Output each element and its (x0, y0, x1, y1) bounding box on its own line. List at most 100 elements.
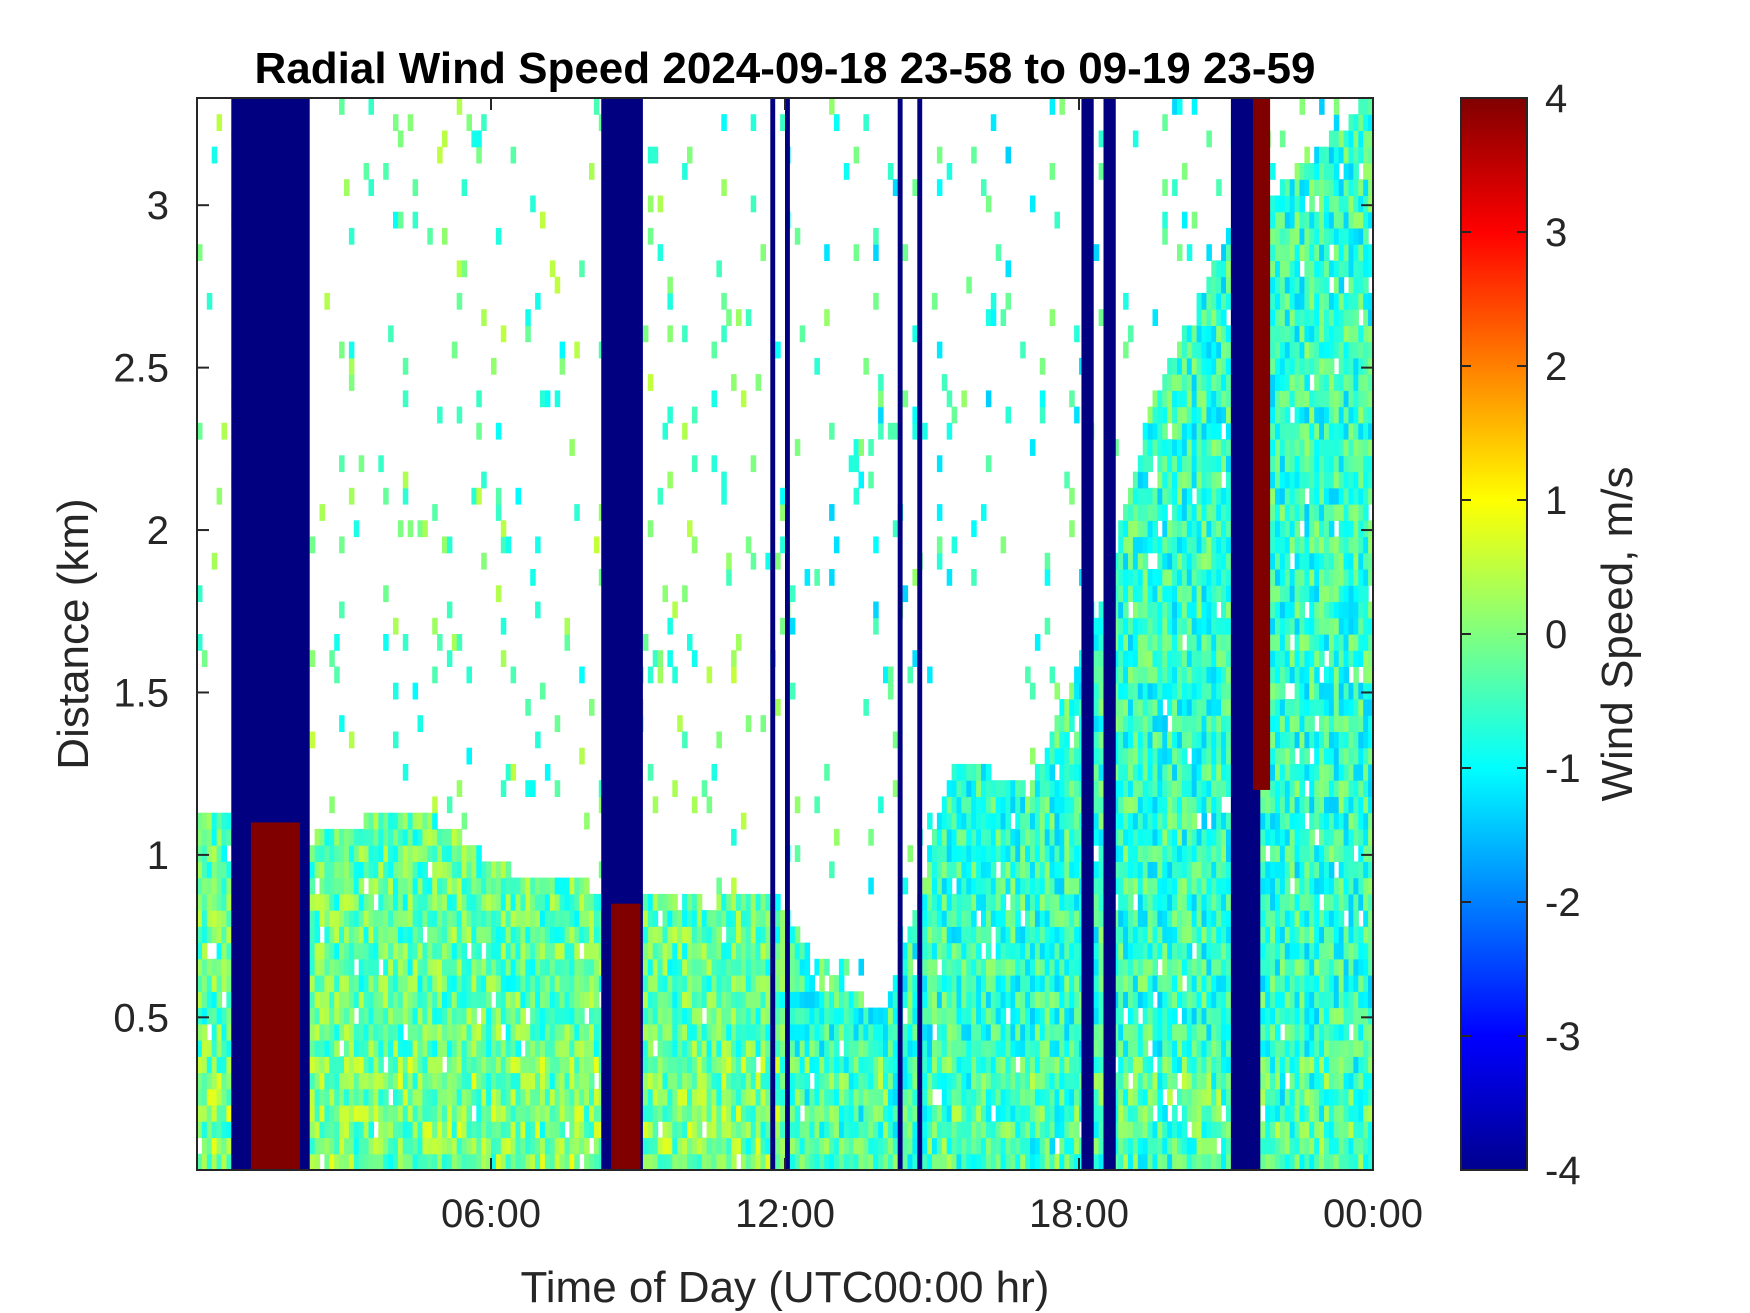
heatmap-cell (1201, 975, 1207, 992)
heatmap-cell (358, 1105, 365, 1122)
heatmap-cell (1167, 1088, 1173, 1106)
heatmap-cell (956, 926, 962, 944)
heatmap-cell (922, 958, 928, 976)
heatmap-cell (1069, 893, 1075, 911)
heatmap-cell (1181, 422, 1188, 440)
heatmap-cell (1020, 812, 1026, 830)
heatmap-cell (1162, 211, 1168, 229)
heatmap-cell (1098, 812, 1105, 830)
heatmap-cell (1128, 504, 1134, 521)
heatmap-cell (814, 569, 820, 586)
heatmap-cell (1177, 747, 1183, 765)
heatmap-cell (1201, 958, 1207, 976)
heatmap-cell (476, 910, 482, 927)
heatmap-cell (887, 422, 894, 440)
heatmap-cell (397, 893, 404, 911)
heatmap-cell (574, 1121, 580, 1139)
heatmap-cell (1039, 926, 1046, 944)
heatmap-cell (1181, 1153, 1188, 1170)
heatmap-cell (378, 910, 384, 927)
heatmap-cell (687, 975, 693, 992)
heatmap-cell (1137, 975, 1144, 992)
heatmap-cell (481, 1072, 487, 1090)
heatmap-cell (706, 1121, 713, 1139)
heatmap-cell (491, 1088, 497, 1106)
heatmap-cell (750, 1105, 757, 1122)
heatmap-cell (1132, 536, 1139, 554)
heatmap-cell (1172, 1040, 1178, 1057)
heatmap-cell (407, 893, 414, 911)
heatmap-cell (780, 1023, 786, 1041)
heatmap-cell (838, 991, 845, 1009)
heatmap-cell (1201, 552, 1207, 570)
heatmap-cell (1142, 617, 1149, 635)
heatmap-cell (834, 1007, 840, 1025)
heatmap-cell (1098, 1137, 1105, 1155)
heatmap-cell (544, 1072, 551, 1090)
heatmap-cell (687, 1137, 693, 1155)
heatmap-cell (652, 1121, 659, 1139)
heatmap-cell (780, 1056, 786, 1074)
heatmap-cell (334, 828, 340, 846)
heatmap-cell (647, 926, 654, 944)
heatmap-cell (1054, 731, 1060, 749)
heatmap-cell (1186, 942, 1193, 960)
heatmap-cell (329, 1072, 335, 1090)
heatmap-cell (701, 1072, 708, 1090)
heatmap-cell (471, 1007, 477, 1025)
heatmap-cell (740, 390, 747, 408)
heatmap-cell (667, 276, 673, 294)
heatmap-cell (1201, 357, 1207, 375)
heatmap-cell (1167, 861, 1173, 879)
heatmap-cell (216, 877, 223, 895)
heatmap-cell (750, 1088, 757, 1106)
heatmap-cell (432, 828, 438, 846)
heatmap-cell (373, 812, 379, 830)
heatmap-cell (711, 763, 717, 781)
heatmap-cell (446, 601, 453, 619)
heatmap-cell (966, 893, 972, 911)
heatmap-cell (324, 861, 330, 879)
heatmap-cell (373, 1056, 379, 1074)
heatmap-cell (873, 1023, 879, 1041)
heatmap-cell (1093, 796, 1100, 814)
heatmap-cell (348, 845, 355, 862)
heatmap-cell (995, 958, 1002, 976)
heatmap-cell (574, 877, 580, 895)
heatmap-cell (407, 1153, 414, 1170)
heatmap-cell (1201, 650, 1207, 667)
heatmap-cell (765, 1072, 771, 1090)
heatmap-cell (780, 1088, 786, 1106)
heatmap-cell (407, 1121, 414, 1139)
heatmap-cell (1010, 1056, 1016, 1074)
heatmap-cell (412, 1137, 419, 1155)
heatmap-cell (500, 1007, 507, 1025)
heatmap-cell (348, 1105, 355, 1122)
heatmap-cell (1191, 585, 1198, 603)
heatmap-cell (1157, 1072, 1163, 1090)
heatmap-cell (1049, 1023, 1056, 1041)
heatmap-cell (878, 1072, 884, 1090)
heatmap-cell (515, 1088, 521, 1106)
heatmap-cell (1098, 780, 1105, 797)
heatmap-cell (1152, 1072, 1158, 1090)
heatmap-cell (549, 991, 556, 1009)
heatmap-cell (1039, 406, 1046, 424)
heatmap-cell (461, 260, 468, 278)
heatmap-cell (976, 1072, 982, 1090)
heatmap-cell (1142, 552, 1149, 570)
heatmap-cell (672, 958, 678, 976)
heatmap-cell (1098, 650, 1105, 667)
heatmap-cell (760, 715, 766, 732)
heatmap-cell (451, 893, 458, 911)
heatmap-cell (344, 926, 350, 944)
heatmap-cell (1034, 991, 1041, 1009)
heatmap-cell (216, 1153, 223, 1170)
heatmap-cell (946, 958, 953, 976)
heatmap-cell (1093, 942, 1100, 960)
heatmap-cell (1039, 942, 1046, 960)
heatmap-cell (981, 1007, 987, 1025)
heatmap-cell (819, 1007, 825, 1025)
heatmap-cell (500, 893, 507, 911)
heatmap-cell (1049, 991, 1056, 1009)
